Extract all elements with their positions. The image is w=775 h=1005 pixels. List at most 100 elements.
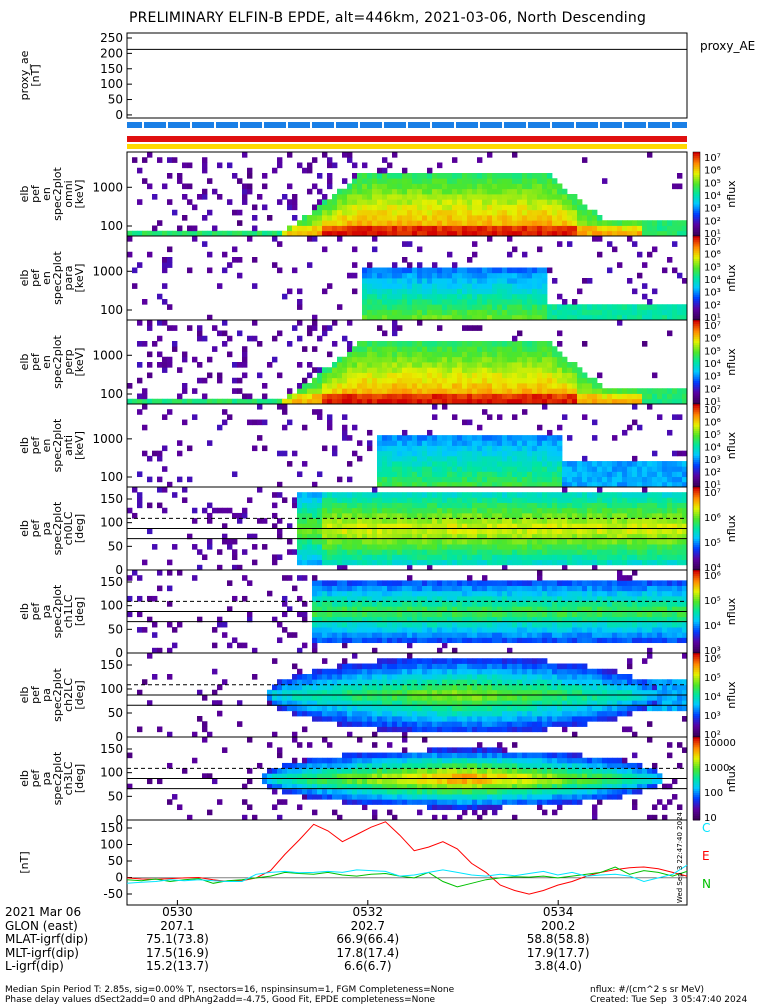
spectrogram-cell bbox=[442, 637, 447, 643]
spectrogram-cell bbox=[317, 518, 322, 524]
spectrogram-cell bbox=[417, 466, 422, 472]
spectrogram-cell bbox=[377, 184, 382, 190]
spectrogram-cell bbox=[472, 373, 477, 379]
spectrogram-cell bbox=[492, 503, 497, 509]
spectrogram-cell bbox=[507, 601, 512, 607]
spectrogram-cell bbox=[387, 471, 392, 477]
spectrogram-cell bbox=[457, 357, 462, 363]
spectrogram-cell bbox=[357, 362, 362, 368]
spectrogram-cell bbox=[367, 539, 372, 545]
spectrogram-cell bbox=[362, 341, 367, 347]
spectrogram-cell bbox=[367, 362, 372, 368]
spectrogram-cell bbox=[212, 325, 217, 331]
spectrogram-cell bbox=[462, 394, 467, 400]
spectrogram-cell bbox=[282, 409, 287, 415]
spectrogram-cell bbox=[572, 362, 577, 368]
spectrogram-cell bbox=[377, 346, 382, 352]
spectrogram-cell bbox=[302, 513, 307, 519]
spectrogram-cell bbox=[207, 503, 212, 509]
spectrogram-cell bbox=[407, 194, 412, 200]
spectrogram-cell bbox=[562, 471, 567, 477]
spectrogram-cell bbox=[572, 539, 577, 545]
spectrogram-cell bbox=[362, 173, 367, 179]
spectrogram-cell bbox=[432, 497, 437, 503]
spectrogram-cell bbox=[362, 601, 367, 607]
spectrogram-cell bbox=[347, 199, 352, 205]
spectrogram-cell bbox=[492, 378, 497, 384]
spectrogram-cell bbox=[282, 425, 287, 431]
spectrogram-cell bbox=[347, 586, 352, 592]
spectrogram-cell bbox=[467, 637, 472, 643]
spectrogram-cell bbox=[537, 456, 542, 462]
spectrogram-cell bbox=[352, 226, 357, 232]
spectrogram-cell bbox=[532, 352, 537, 358]
spectrogram-cell bbox=[417, 215, 422, 221]
spectrogram-cell bbox=[642, 262, 647, 268]
spectrogram-cell bbox=[527, 289, 532, 295]
spectrogram-cell bbox=[567, 503, 572, 509]
spectrogram-cell bbox=[462, 283, 467, 289]
spectrogram-cell bbox=[592, 420, 597, 426]
spectrogram-cell bbox=[197, 549, 202, 555]
spectrogram-cell bbox=[507, 205, 512, 211]
spectrogram-cell bbox=[412, 612, 417, 618]
spectrogram-cell bbox=[282, 404, 287, 410]
spectrogram-cell bbox=[627, 554, 632, 560]
spectrogram-cell bbox=[392, 357, 397, 363]
spectrogram-cell bbox=[587, 461, 592, 467]
spectrogram-cell bbox=[497, 268, 502, 274]
spectrogram-cell bbox=[302, 461, 307, 467]
spectrogram-cell bbox=[577, 373, 582, 379]
spectrogram-cell bbox=[402, 241, 407, 247]
spectrogram-cell bbox=[547, 268, 552, 274]
spectrogram-cell bbox=[467, 591, 472, 597]
spectrogram-cell bbox=[567, 378, 572, 384]
spectrogram-cell bbox=[532, 357, 537, 363]
spectrogram-cell bbox=[512, 394, 517, 400]
spectrogram-cell bbox=[482, 627, 487, 633]
spectrogram-cell bbox=[517, 612, 522, 618]
spectrogram-cell bbox=[392, 497, 397, 503]
spectrogram-cell bbox=[337, 622, 342, 628]
spectrogram-cell bbox=[412, 220, 417, 226]
spectrogram-cell bbox=[412, 184, 417, 190]
spectrogram-cell bbox=[402, 591, 407, 597]
spectrogram-cell bbox=[562, 477, 567, 483]
spectrogram-cell bbox=[402, 215, 407, 221]
spectrogram-cell bbox=[427, 435, 432, 441]
spectrogram-cell bbox=[192, 226, 197, 232]
spectrogram-cell bbox=[297, 497, 302, 503]
spectrogram-cell bbox=[447, 440, 452, 446]
spectrogram-cell bbox=[592, 236, 597, 242]
spectrogram-cell bbox=[447, 586, 452, 592]
spectrogram-cell bbox=[452, 289, 457, 295]
spectrogram-cell bbox=[347, 554, 352, 560]
spectrogram-cell bbox=[427, 544, 432, 550]
spectrogram-cell bbox=[322, 632, 327, 638]
spectrogram-cell bbox=[457, 612, 462, 618]
spectrogram-cell bbox=[407, 394, 412, 400]
spectrogram-cell bbox=[367, 299, 372, 305]
spectrogram-cell bbox=[397, 466, 402, 472]
spectrogram-cell bbox=[512, 278, 517, 284]
spectrogram-cell bbox=[482, 378, 487, 384]
spectrogram-cell bbox=[302, 539, 307, 545]
colorbar-label: nflux bbox=[725, 514, 738, 542]
spectrogram-cell bbox=[562, 513, 567, 519]
spectrogram-cell bbox=[197, 325, 202, 331]
spectrogram-cell bbox=[482, 189, 487, 195]
spectrogram-cell bbox=[602, 508, 607, 514]
spectrogram-cell bbox=[487, 586, 492, 592]
spectrogram-cell bbox=[492, 497, 497, 503]
spectrogram-cell bbox=[547, 378, 552, 384]
spectrogram-cell bbox=[332, 513, 337, 519]
spectrogram-cell bbox=[342, 378, 347, 384]
spectrogram-cell bbox=[627, 394, 632, 400]
spectrogram-cell bbox=[387, 341, 392, 347]
spectrogram-cell bbox=[302, 518, 307, 524]
spectrogram-cell bbox=[227, 544, 232, 550]
spectrogram-cell bbox=[422, 310, 427, 316]
spectrogram-cell bbox=[672, 414, 677, 420]
spectrogram-cell bbox=[432, 299, 437, 305]
spectrogram-cell bbox=[287, 199, 292, 205]
